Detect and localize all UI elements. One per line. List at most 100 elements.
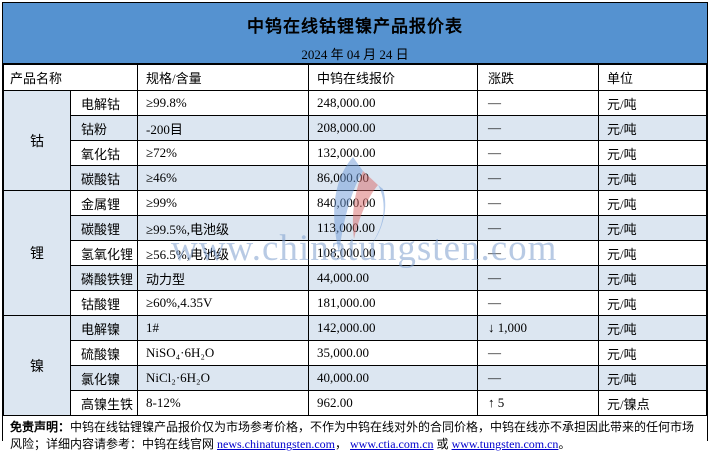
price-cell: 181,000.00 xyxy=(308,290,478,316)
table-row: 氯化镍 NiCl₂·6H₂O 40,000.00 — 元/吨 xyxy=(4,365,707,391)
spec-cell: 1# xyxy=(137,315,309,341)
price-cell: 35,000.00 xyxy=(308,340,478,366)
change-cell: — xyxy=(477,215,599,241)
price-cell: 132,000.00 xyxy=(308,140,478,166)
price-table: 产品名称 规格/含量 中钨在线报价 涨跌 单位 钴 电解钴 ≥99.8% 248… xyxy=(3,64,707,416)
unit-cell: 元/吨 xyxy=(598,115,707,141)
change-cell: — xyxy=(477,165,599,191)
change-cell: — xyxy=(477,265,599,291)
price-cell: 40,000.00 xyxy=(308,365,478,391)
page-title: 中钨在线钴锂镍产品报价表 xyxy=(247,17,463,36)
table-row: 氧化钴 ≥72% 132,000.00 — 元/吨 xyxy=(4,140,707,166)
disclaimer: 免责声明：中钨在线钴锂镍产品报价仅为市场参考价格，不作为中钨在线对外的合同价格，… xyxy=(3,416,707,456)
spec-cell: -200目 xyxy=(137,115,309,141)
unit-cell: 元/吨 xyxy=(598,165,707,191)
unit-cell: 元/吨 xyxy=(598,315,707,341)
spec-cell: ≥46% xyxy=(137,165,309,191)
spec-cell: ≥72% xyxy=(137,140,309,166)
change-cell: ↓ 1,000 xyxy=(477,315,599,341)
unit-cell: 元/吨 xyxy=(598,190,707,216)
disclaimer-label: 免责声明： xyxy=(10,420,71,434)
table-row: 氢氧化锂 ≥56.5%,电池级 108,000.00 — 元/吨 xyxy=(4,240,707,266)
price-cell: 840,000.00 xyxy=(308,190,478,216)
unit-cell: 元/吨 xyxy=(598,290,707,316)
change-cell: — xyxy=(477,190,599,216)
product-name-cell: 磷酸铁锂 xyxy=(70,265,138,291)
change-cell: — xyxy=(477,240,599,266)
disclaimer-separator: ， xyxy=(335,437,351,451)
product-name-cell: 硫酸镍 xyxy=(70,340,138,366)
unit-cell: 元/吨 xyxy=(598,140,707,166)
spec-cell: ≥60%,4.35V xyxy=(137,290,309,316)
table-row: 磷酸铁锂 动力型 44,000.00 — 元/吨 xyxy=(4,265,707,291)
table-row: 镍 电解镍 1# 142,000.00 ↓ 1,000 元/吨 xyxy=(3,315,707,416)
product-name-cell: 高镍生铁 xyxy=(70,390,138,416)
spec-cell: NiCl₂·6H₂O xyxy=(137,365,309,391)
change-cell: — xyxy=(477,340,599,366)
change-cell: — xyxy=(477,290,599,316)
product-name-cell: 电解镍 xyxy=(70,315,138,341)
table-row: 锂 金属锂 ≥99% 840,000.00 — 元/吨 xyxy=(3,190,707,316)
table-header-row: 产品名称 规格/含量 中钨在线报价 涨跌 单位 xyxy=(3,64,707,91)
product-name-cell: 金属锂 xyxy=(70,190,138,216)
table-row: 高镍生铁 8-12% 962.00 ↑ 5 元/镍点 xyxy=(4,390,707,416)
link-tungsten[interactable]: www.tungsten.com.cn xyxy=(451,437,559,451)
price-cell: 108,000.00 xyxy=(308,240,478,266)
unit-cell: 元/吨 xyxy=(598,365,707,391)
unit-cell: 元/吨 xyxy=(598,90,707,116)
group-cell-cobalt: 钴 xyxy=(3,90,71,191)
link-ctia[interactable]: www.ctia.com.cn xyxy=(350,437,434,451)
unit-cell: 元/吨 xyxy=(598,215,707,241)
col-header-change: 涨跌 xyxy=(477,64,599,91)
price-cell: 113,000.00 xyxy=(308,215,478,241)
group-cell-lithium: 锂 xyxy=(3,190,71,316)
group-cell-nickel: 镍 xyxy=(3,315,71,416)
unit-cell: 元/吨 xyxy=(598,265,707,291)
link-news-chinatungsten[interactable]: news.chinatungsten.com xyxy=(217,437,335,451)
disclaimer-period: 。 xyxy=(558,437,571,451)
report-date: 2024 年 04 月 24 日 xyxy=(301,47,409,62)
change-cell: — xyxy=(477,140,599,166)
product-name-cell: 碳酸锂 xyxy=(70,215,138,241)
table-row: 硫酸镍 NiSO₄·6H₂O 35,000.00 — 元/吨 xyxy=(4,340,707,366)
spec-cell: ≥99.8% xyxy=(137,90,309,116)
spec-cell: 8-12% xyxy=(137,390,309,416)
price-cell: 248,000.00 xyxy=(308,90,478,116)
product-name-cell: 钴粉 xyxy=(70,115,138,141)
unit-cell: 元/吨 xyxy=(598,340,707,366)
table-row: 钴酸锂 ≥60%,4.35V 181,000.00 — 元/吨 xyxy=(4,290,707,316)
unit-cell: 元/镍点 xyxy=(598,390,707,416)
change-cell: — xyxy=(477,365,599,391)
spec-cell: 动力型 xyxy=(137,265,309,291)
title-bar: 中钨在线钴锂镍产品报价表 2024 年 04 月 24 日 xyxy=(3,3,707,64)
product-name-cell: 钴酸锂 xyxy=(70,290,138,316)
product-name-cell: 氢氧化锂 xyxy=(70,240,138,266)
unit-cell: 元/吨 xyxy=(598,240,707,266)
price-cell: 142,000.00 xyxy=(308,315,478,341)
table-row: 碳酸锂 ≥99.5%,电池级 113,000.00 — 元/吨 xyxy=(4,215,707,241)
price-cell: 86,000.00 xyxy=(308,165,478,191)
col-header-price: 中钨在线报价 xyxy=(308,64,478,91)
change-cell: — xyxy=(477,90,599,116)
table-row: 钴粉 -200目 208,000.00 — 元/吨 xyxy=(4,115,707,141)
product-name-cell: 氧化钴 xyxy=(70,140,138,166)
price-cell: 962.00 xyxy=(308,390,478,416)
price-cell: 44,000.00 xyxy=(308,265,478,291)
spec-cell: ≥99.5%,电池级 xyxy=(137,215,309,241)
spec-cell: ≥99% xyxy=(137,190,309,216)
price-cell: 208,000.00 xyxy=(308,115,478,141)
spec-cell: NiSO₄·6H₂O xyxy=(137,340,309,366)
product-name-cell: 碳酸钴 xyxy=(70,165,138,191)
change-cell: ↑ 5 xyxy=(477,390,599,416)
disclaimer-separator: 或 xyxy=(433,437,452,451)
product-name-cell: 氯化镍 xyxy=(70,365,138,391)
table-row: 碳酸钴 ≥46% 86,000.00 — 元/吨 xyxy=(4,165,707,191)
col-header-product: 产品名称 xyxy=(3,64,138,91)
change-cell: — xyxy=(477,115,599,141)
spec-cell: ≥56.5%,电池级 xyxy=(137,240,309,266)
table-row: 钴 电解钴 ≥99.8% 248,000.00 — 元/吨 xyxy=(3,90,707,191)
col-header-spec: 规格/含量 xyxy=(137,64,309,91)
product-name-cell: 电解钴 xyxy=(70,90,138,116)
col-header-unit: 单位 xyxy=(598,64,707,91)
